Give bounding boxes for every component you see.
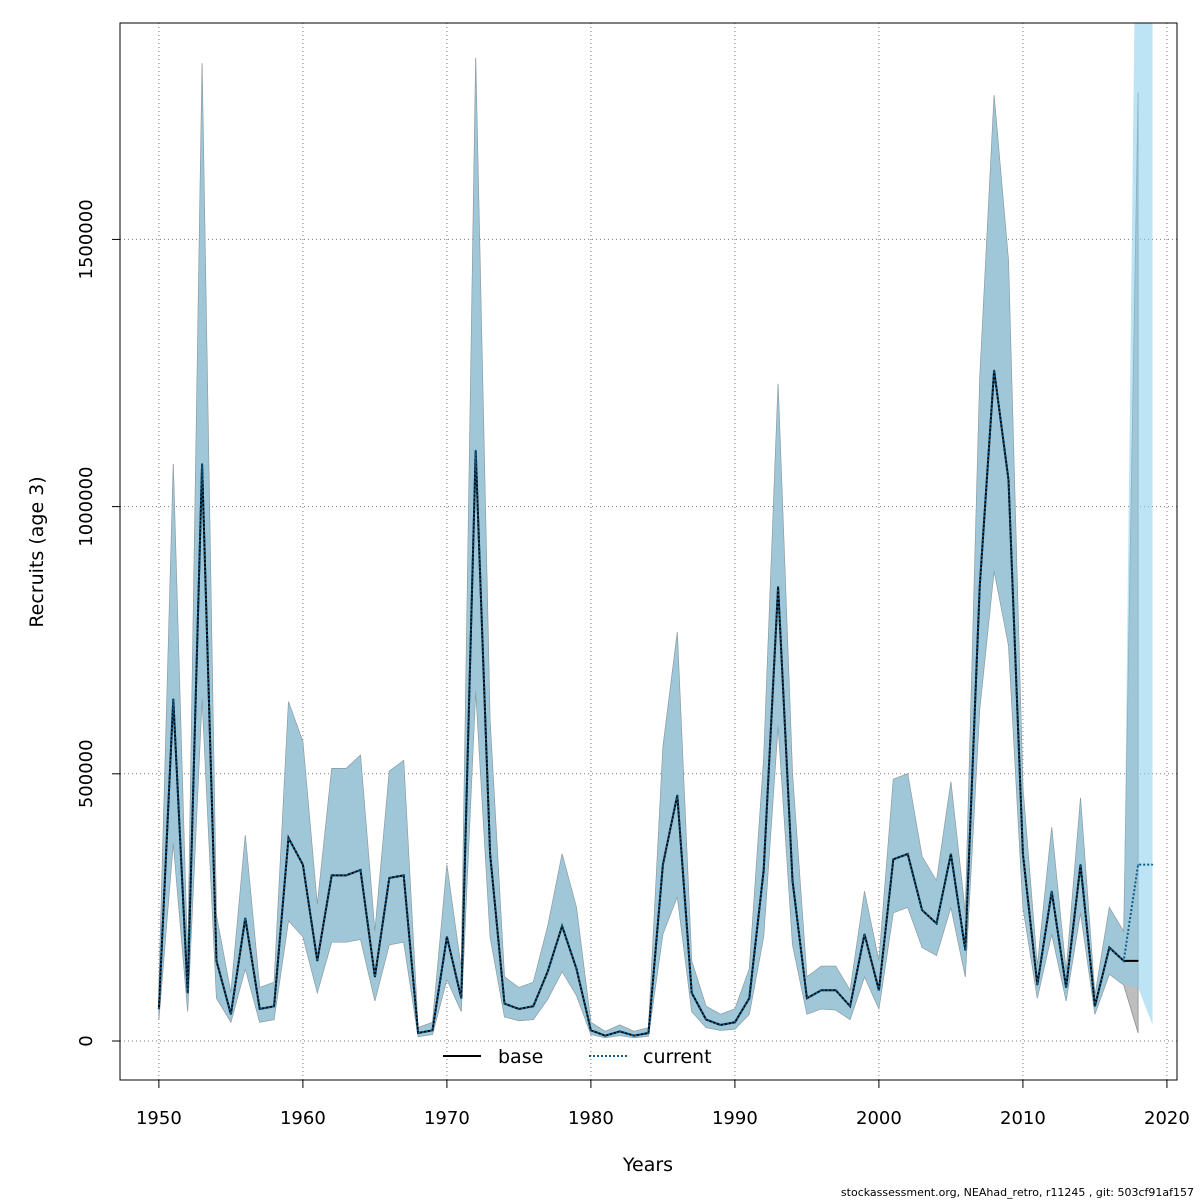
current-point-1959 xyxy=(287,837,290,839)
grid xyxy=(120,23,1177,1080)
current-point-2012 xyxy=(1051,890,1053,892)
current-point-2005 xyxy=(950,853,952,855)
x-tick-label-1980: 1980 xyxy=(568,1108,614,1129)
current-point-1950 xyxy=(158,1008,160,1010)
y-tick-label-0: 0 xyxy=(76,1035,97,1046)
current-point-2003 xyxy=(921,909,923,911)
current-point-1966 xyxy=(388,877,390,879)
current-point-2004 xyxy=(935,922,938,925)
x-axis-title: Years xyxy=(622,1154,673,1176)
legend-label-base: base xyxy=(498,1046,543,1068)
current-point-2002 xyxy=(907,853,909,855)
current-point-1964 xyxy=(359,869,362,871)
current-point-1997 xyxy=(835,989,837,991)
y-tick-label-1500000: 1500000 xyxy=(76,199,97,279)
current-point-1983 xyxy=(633,1035,635,1037)
x-tick-label-2010: 2010 xyxy=(1000,1108,1046,1129)
current-point-1992 xyxy=(763,869,765,871)
current-point-1993 xyxy=(777,586,779,588)
current-point-1978 xyxy=(561,925,563,927)
current-point-2016 xyxy=(1108,946,1110,949)
current-point-1955 xyxy=(230,1013,232,1015)
current-point-1970 xyxy=(446,936,448,938)
y-tick-label-1000000: 1000000 xyxy=(76,467,97,547)
current-point-2009 xyxy=(1007,479,1010,481)
current-point-2006 xyxy=(964,949,966,951)
x-tick-label-1990: 1990 xyxy=(712,1108,758,1129)
current-point-1982 xyxy=(619,1030,621,1032)
current-point-1985 xyxy=(662,864,664,866)
current-point-2014 xyxy=(1079,864,1082,866)
y-tick-label-500000: 500000 xyxy=(76,739,97,808)
current-point-1976 xyxy=(532,1005,534,1007)
legend: base current xyxy=(443,1046,712,1068)
y-axis-title: Recruits (age 3) xyxy=(26,476,48,627)
base-point-2018 xyxy=(1137,960,1139,962)
current-point-1960 xyxy=(302,864,304,866)
current-point-1984 xyxy=(647,1032,650,1034)
current-point-1995 xyxy=(806,997,808,999)
current-point-2008 xyxy=(993,369,995,371)
current-point-1957 xyxy=(259,1008,261,1010)
current-point-1974 xyxy=(503,1002,506,1005)
current-point-1972 xyxy=(475,449,477,452)
current-point-1987 xyxy=(691,992,693,994)
x-tick-label-1950: 1950 xyxy=(136,1108,182,1129)
current-point-1973 xyxy=(489,853,491,855)
current-point-1963 xyxy=(345,874,347,876)
current-point-1990 xyxy=(734,1021,736,1023)
x-tick-label-1960: 1960 xyxy=(280,1108,326,1129)
current-point-1953 xyxy=(201,463,203,465)
current-point-1956 xyxy=(244,917,246,919)
current-point-1988 xyxy=(705,1019,707,1021)
current-point-1986 xyxy=(676,794,678,796)
current-point-2015 xyxy=(1094,1005,1096,1007)
current-point-1994 xyxy=(791,880,794,882)
current-point-1968 xyxy=(417,1032,419,1034)
current-point-1965 xyxy=(374,976,376,978)
current-point-1958 xyxy=(273,1005,275,1007)
current-point-1980 xyxy=(590,1029,592,1031)
current-point-1998 xyxy=(849,1005,851,1007)
series-lines xyxy=(157,369,1154,1037)
current-point-1969 xyxy=(431,1029,434,1031)
current-point-1962 xyxy=(331,874,333,876)
current-point-1961 xyxy=(316,960,318,962)
current-point-1971 xyxy=(460,997,462,999)
current-point-1977 xyxy=(547,970,549,973)
current-point-2007 xyxy=(979,586,981,588)
current-point-1967 xyxy=(403,874,405,876)
legend-label-current: current xyxy=(643,1046,712,1068)
footer-credit: stockassessment.org, NEAhad_retro, r1124… xyxy=(840,1186,1194,1199)
current-point-1951 xyxy=(172,698,174,700)
current-point-2001 xyxy=(892,858,894,860)
current-point-1991 xyxy=(748,997,750,999)
current-point-2017 xyxy=(1123,960,1125,962)
x-tick-label-2020: 2020 xyxy=(1144,1108,1190,1129)
current-point-1989 xyxy=(719,1024,722,1026)
current-point-1975 xyxy=(518,1008,520,1010)
current-point-1979 xyxy=(575,968,578,970)
axes: 1950 1960 1970 1980 1990 2000 2010 2020 0 500000 1… xyxy=(76,199,1190,1129)
current-point-2011 xyxy=(1036,984,1038,986)
confidence-bands xyxy=(158,23,1153,1039)
current-point-1954 xyxy=(215,960,218,962)
current-point-1981 xyxy=(604,1035,606,1037)
current-point-2000 xyxy=(878,989,880,991)
current-point-2013 xyxy=(1065,986,1067,989)
current-confidence-band xyxy=(158,23,1153,1038)
current-point-2018 xyxy=(1137,864,1139,866)
x-tick-label-2000: 2000 xyxy=(856,1108,902,1129)
current-point-1952 xyxy=(187,992,189,994)
current-point-2019 xyxy=(1151,864,1154,866)
current-point-1996 xyxy=(820,989,822,991)
x-tick-label-1970: 1970 xyxy=(424,1108,470,1129)
current-point-1999 xyxy=(863,933,866,935)
current-point-2010 xyxy=(1022,853,1024,855)
